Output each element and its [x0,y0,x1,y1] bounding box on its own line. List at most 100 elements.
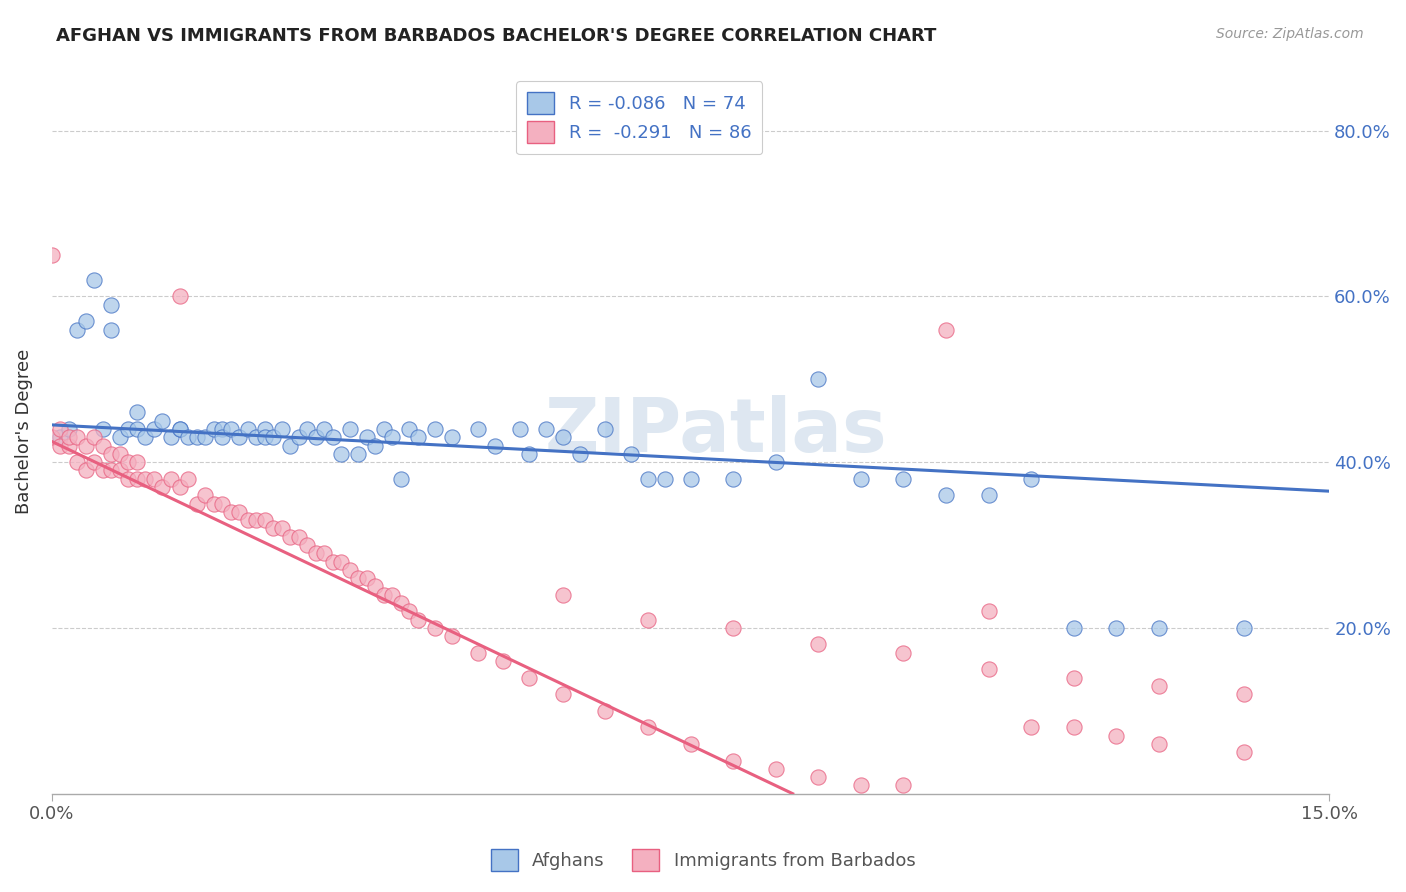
Point [169,289,191,303]
Point [849,472,872,486]
Point [807,372,830,386]
Point [202,497,225,511]
Point [322,430,344,444]
Point [406,430,429,444]
Point [509,422,531,436]
Point [977,662,1000,676]
Point [347,447,370,461]
Point [58,422,80,436]
Point [108,463,131,477]
Point [270,422,292,436]
Point [186,497,208,511]
Point [75,463,97,477]
Point [169,422,191,436]
Point [1063,671,1085,685]
Point [637,613,659,627]
Point [595,422,617,436]
Point [297,422,319,436]
Point [517,447,540,461]
Point [347,571,370,585]
Point [236,513,259,527]
Point [679,472,702,486]
Point [467,646,489,660]
Point [278,530,301,544]
Point [117,422,139,436]
Point [100,447,122,461]
Point [389,472,412,486]
Point [322,555,344,569]
Point [169,422,191,436]
Point [389,596,412,610]
Point [194,488,217,502]
Point [441,430,464,444]
Point [152,480,174,494]
Point [517,671,540,685]
Point [245,430,267,444]
Point [398,604,420,618]
Point [551,588,574,602]
Point [125,455,148,469]
Point [134,472,156,486]
Point [1147,737,1170,751]
Point [100,322,122,336]
Point [1063,621,1085,635]
Point [41,248,63,262]
Point [314,422,336,436]
Point [568,447,591,461]
Point [330,447,353,461]
Point [492,654,515,668]
Point [595,704,617,718]
Legend: R = -0.086   N = 74, R =  -0.291   N = 86: R = -0.086 N = 74, R = -0.291 N = 86 [516,81,762,154]
Point [83,430,105,444]
Point [1105,729,1128,743]
Point [125,405,148,419]
Point [100,298,122,312]
Point [177,430,200,444]
Point [91,463,114,477]
Point [194,430,217,444]
Point [765,762,787,776]
Point [91,439,114,453]
Point [117,472,139,486]
Text: Source: ZipAtlas.com: Source: ZipAtlas.com [1216,27,1364,41]
Point [534,422,557,436]
Point [262,430,284,444]
Point [297,538,319,552]
Point [41,430,63,444]
Point [245,513,267,527]
Point [152,414,174,428]
Point [849,778,872,792]
Point [211,497,233,511]
Point [1063,720,1085,734]
Point [441,629,464,643]
Point [721,472,744,486]
Point [398,422,420,436]
Point [262,521,284,535]
Point [765,455,787,469]
Point [202,422,225,436]
Point [1019,720,1042,734]
Point [484,439,506,453]
Point [219,422,242,436]
Point [935,488,957,502]
Point [339,422,361,436]
Point [177,472,200,486]
Point [287,530,309,544]
Text: AFGHAN VS IMMIGRANTS FROM BARBADOS BACHELOR'S DEGREE CORRELATION CHART: AFGHAN VS IMMIGRANTS FROM BARBADOS BACHE… [56,27,936,45]
Point [893,472,915,486]
Point [807,638,830,652]
Point [1147,679,1170,693]
Text: ZIPatlas: ZIPatlas [544,394,887,467]
Point [287,430,309,444]
Point [654,472,676,486]
Point [66,322,89,336]
Point [637,720,659,734]
Point [373,588,395,602]
Point [91,422,114,436]
Point [186,430,208,444]
Point [935,322,957,336]
Point [807,770,830,784]
Point [339,563,361,577]
Point [1105,621,1128,635]
Point [381,430,404,444]
